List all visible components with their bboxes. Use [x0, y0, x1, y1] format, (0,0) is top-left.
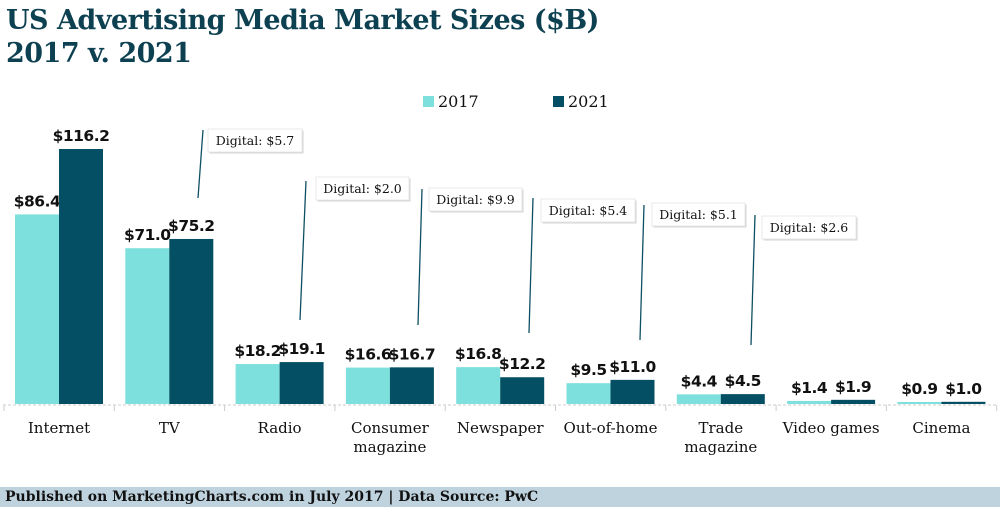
annotation-leader-consumer-magazine: [417, 188, 423, 326]
data-label-2021: $11.0: [609, 358, 656, 376]
data-label-2021: $1.9: [835, 378, 871, 396]
annotation-box-trade-magazine: [761, 215, 857, 240]
annotation-text-trade-magazine: Digital: $2.6: [770, 220, 849, 235]
bar-2017-trade-magazine: [676, 394, 721, 404]
bar-2017-video-games: [787, 400, 832, 404]
bar-2017-tv: [125, 248, 170, 404]
title-line-1: US Advertising Media Market Sizes ($B): [6, 5, 599, 36]
annotation-box-out-of-home: [651, 202, 746, 227]
title-line-2: 2017 v. 2021: [6, 38, 192, 69]
legend-item-2017: 2017: [423, 92, 479, 111]
data-label-2021: $75.2: [168, 217, 215, 235]
category-label: Trade: [698, 419, 743, 437]
data-label-2017: $86.4: [14, 192, 61, 210]
category-label: Internet: [28, 419, 90, 437]
annotation-box-radio: [315, 176, 410, 201]
legend-label-2021: 2021: [568, 92, 609, 111]
data-label-2017: $18.2: [234, 342, 281, 360]
bar-2017-internet: [15, 214, 59, 404]
category-label: magazine: [353, 438, 426, 456]
data-label-2017: $16.6: [345, 346, 392, 364]
annotation-text-out-of-home: Digital: $5.1: [659, 207, 738, 222]
data-label-2021: $116.2: [53, 127, 110, 145]
category-label: Video games: [782, 419, 880, 437]
legend-swatch-2017: [423, 96, 434, 107]
category-label: TV: [159, 419, 181, 437]
bar-2017-radio: [235, 364, 280, 404]
data-label-2017: $16.8: [455, 345, 502, 363]
category-label: magazine: [684, 438, 757, 456]
bar-2017-cinema: [897, 402, 942, 404]
data-label-2021: $12.2: [499, 355, 546, 373]
annotation-box-newspaper: [540, 198, 636, 223]
bar-2021-radio: [279, 362, 324, 404]
bar-chart: $86.4 $116.2 Internet $71.0$75.2 TV $18.2$19.…: [3, 127, 998, 456]
category-label: Consumer: [351, 419, 430, 437]
chart-title: US Advertising Media Market Sizes ($B) 2…: [6, 4, 599, 70]
data-label-2021: $1.0: [945, 380, 982, 398]
bar-2021-out-of-home: [610, 379, 655, 404]
data-label-2017: $1.4: [791, 379, 828, 397]
annotation-box-consumer-magazine: [428, 187, 523, 212]
data-label-2017: $71.0: [124, 226, 171, 244]
bar-2017-consumer-magazine: [345, 367, 390, 404]
bar-2021-consumer-magazine: [389, 367, 434, 404]
data-label-2017: $9.5: [570, 361, 606, 379]
data-label-2021: $4.5: [725, 372, 761, 390]
category-label: Out-of-home: [564, 419, 658, 437]
data-label-2021: $19.1: [278, 340, 325, 358]
annotation-text-newspaper: Digital: $5.4: [549, 203, 628, 218]
annotation-leader-radio: [299, 180, 307, 321]
legend-swatch-2021: [553, 96, 564, 107]
annotation-text-consumer-magazine: Digital: $9.9: [436, 192, 515, 207]
data-label-2017: $0.9: [901, 380, 937, 398]
bar-2021-internet: [59, 149, 103, 404]
category-label: Radio: [258, 419, 302, 437]
annotation-leader-tv: [197, 129, 204, 199]
data-label-2017: $4.4: [681, 372, 718, 390]
category-label: Cinema: [912, 419, 970, 437]
footer-source: Published on MarketingCharts.com in July…: [0, 487, 1000, 507]
bar-2021-trade-magazine: [720, 394, 765, 404]
annotation-leader-out-of-home: [639, 204, 645, 341]
bar-2021-video-games: [831, 399, 876, 404]
legend-item-2021: 2021: [553, 92, 609, 111]
annotation-leader-newspaper: [528, 197, 534, 334]
category-label: Newspaper: [457, 419, 545, 437]
annotation-text-radio: Digital: $2.0: [323, 181, 402, 196]
legend-label-2017: 2017: [438, 92, 479, 111]
bar-2021-tv: [169, 238, 214, 404]
bar-2021-cinema: [941, 401, 986, 404]
bar-2017-out-of-home: [566, 383, 611, 404]
data-label-2021: $16.7: [389, 345, 436, 363]
bar-2021-newspaper: [500, 377, 545, 404]
bar-2017-newspaper: [456, 367, 501, 404]
annotation-leader-trade-magazine: [750, 214, 756, 346]
annotation-box-tv: [207, 128, 303, 153]
annotation-text-tv: Digital: $5.7: [216, 133, 295, 148]
